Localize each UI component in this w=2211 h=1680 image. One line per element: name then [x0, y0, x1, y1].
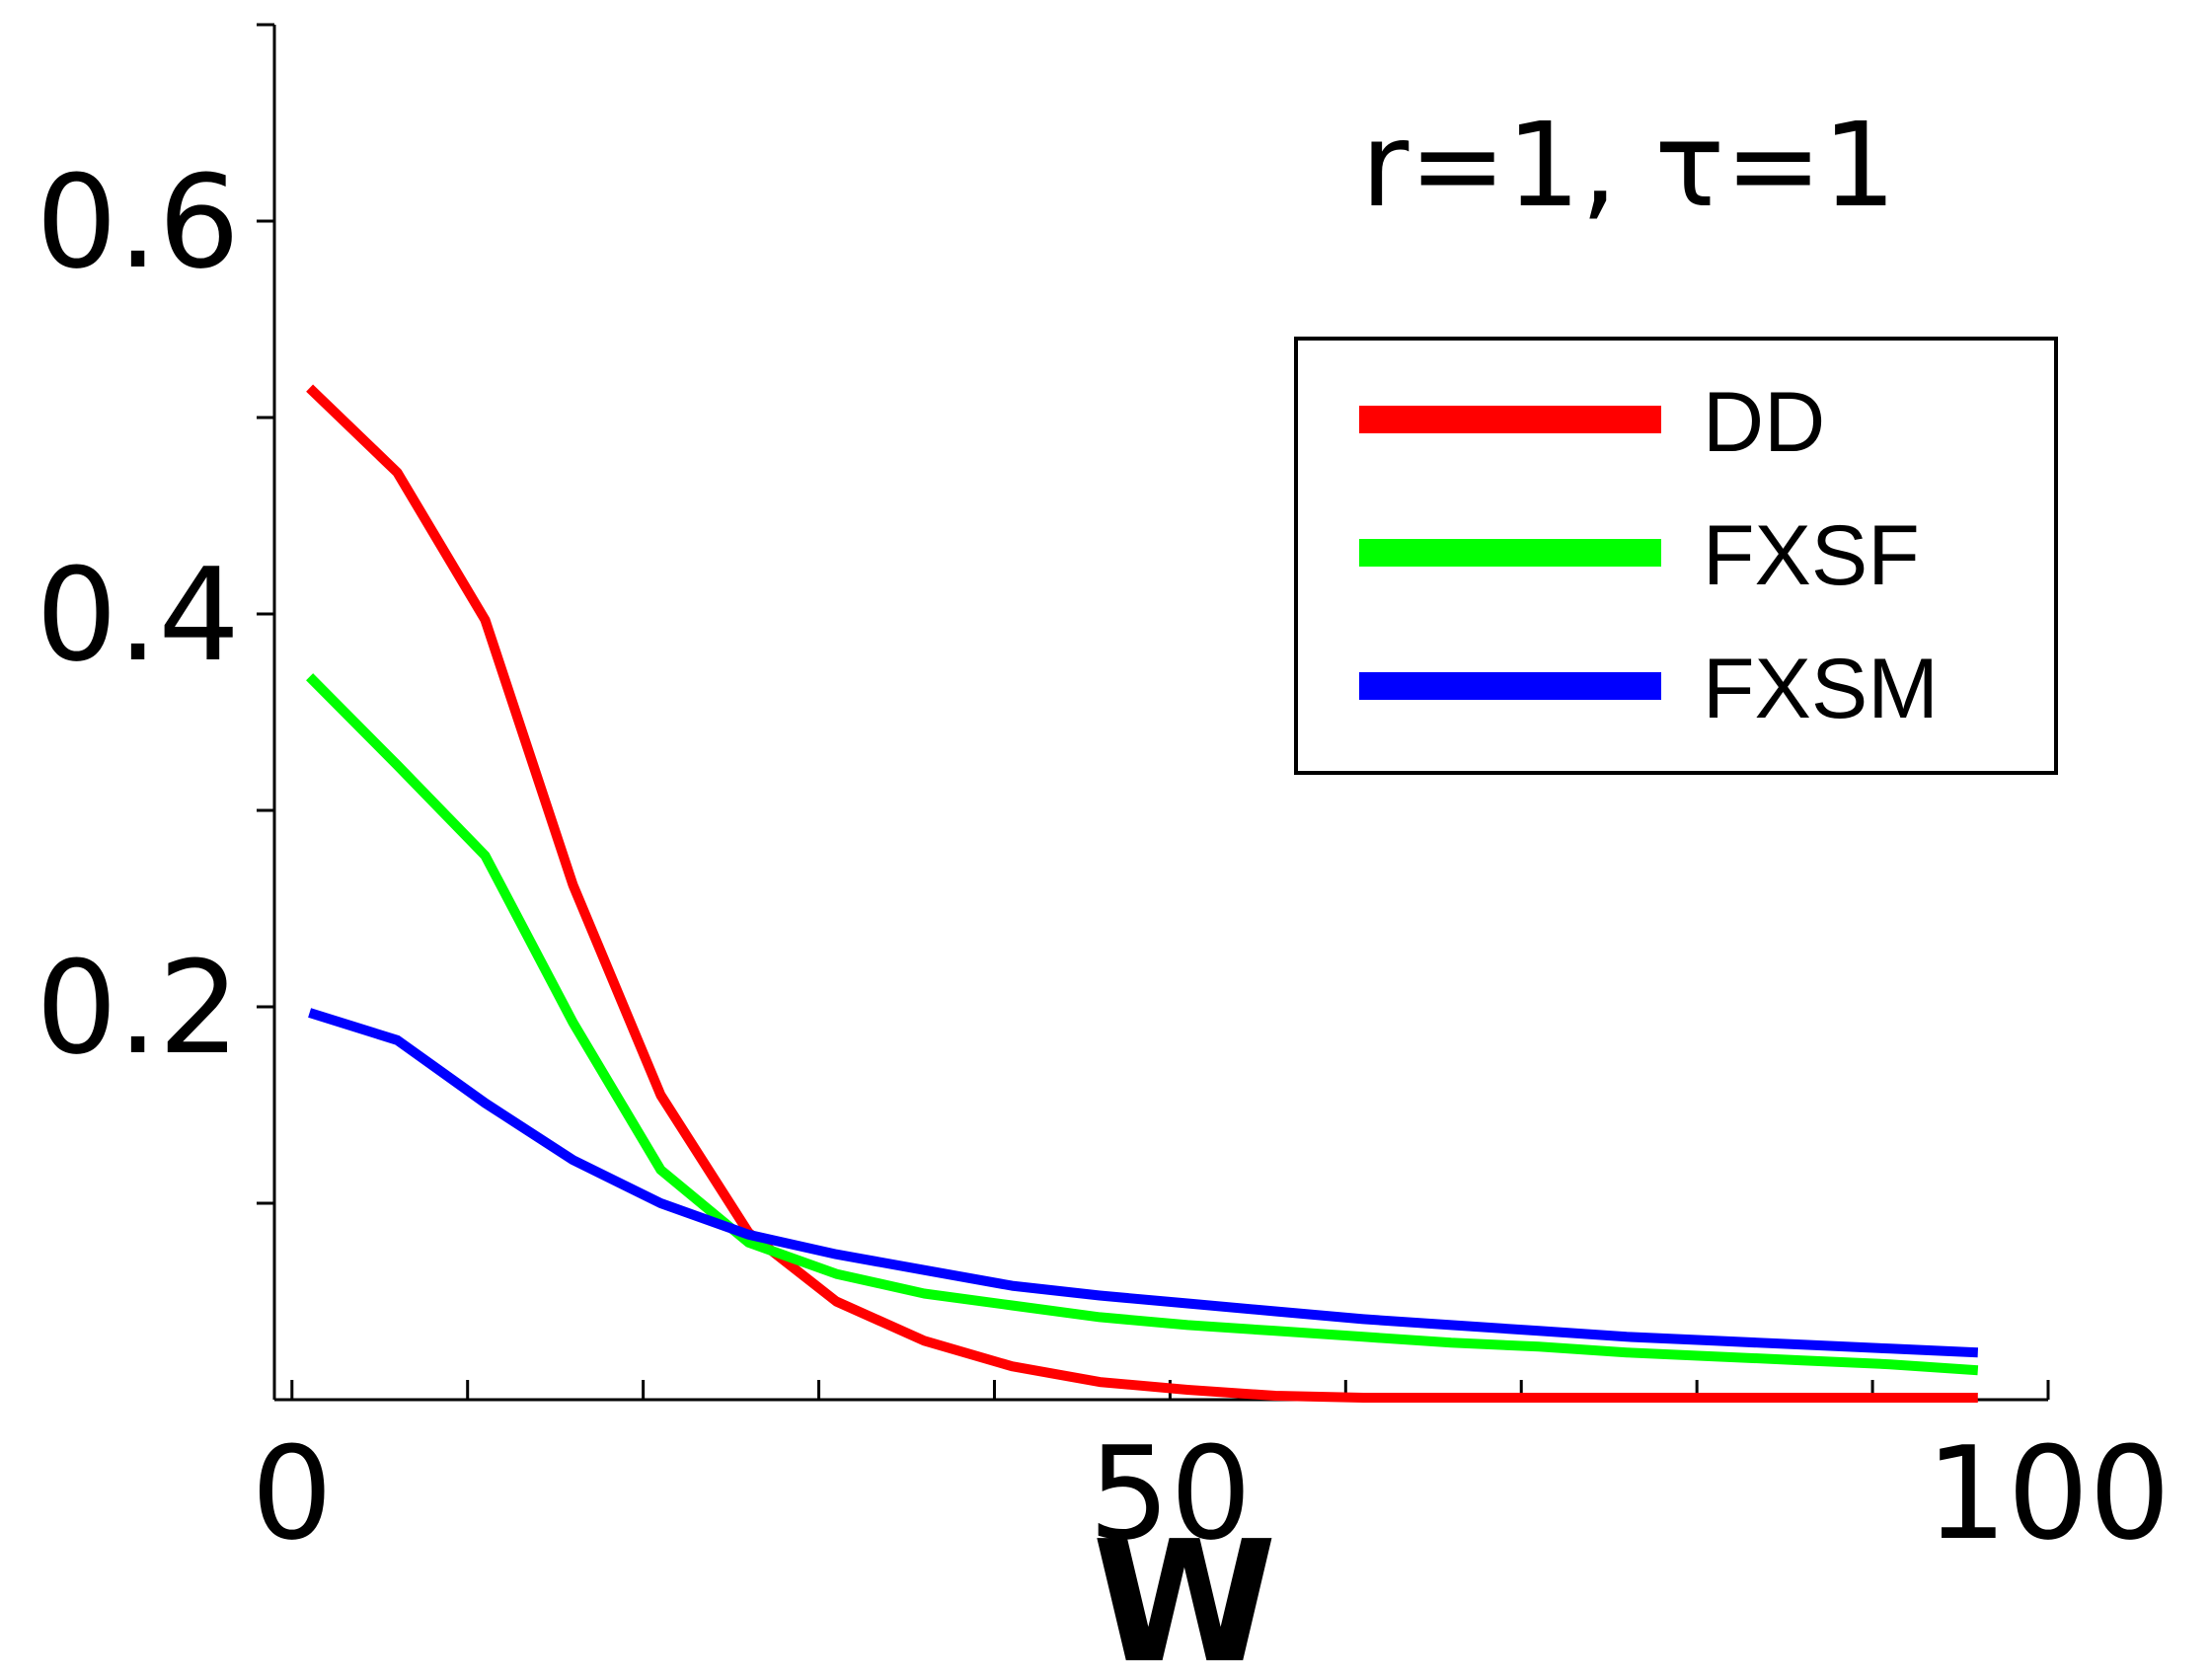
x-tick-label: 50	[1089, 1418, 1252, 1568]
x-tick-label: 100	[1926, 1418, 2171, 1568]
legend-label-fxsm: FXSM	[1703, 642, 1939, 736]
y-tick-label: 0.4	[36, 540, 240, 690]
y-tick-label: 0.2	[36, 933, 240, 1083]
legend-label-fxsf: FXSF	[1703, 508, 1920, 603]
x-axis-label: W	[1092, 1505, 1277, 1680]
series-line-fxsm	[308, 1008, 1979, 1358]
series-layer	[306, 384, 1979, 1403]
y-tick-label: 0.6	[36, 147, 240, 297]
parameter-annotation: r=1, τ=1	[1361, 97, 1896, 233]
axes: 0.2 0.4 0.6 0 50 100	[36, 23, 2171, 1568]
x-tick-label: 0	[251, 1418, 333, 1568]
series-line-dd	[306, 384, 1978, 1403]
series-line-fxsf	[306, 673, 1979, 1376]
legend-label-dd: DD	[1703, 375, 1825, 470]
legend: DD FXSF FXSM	[1294, 337, 2058, 775]
